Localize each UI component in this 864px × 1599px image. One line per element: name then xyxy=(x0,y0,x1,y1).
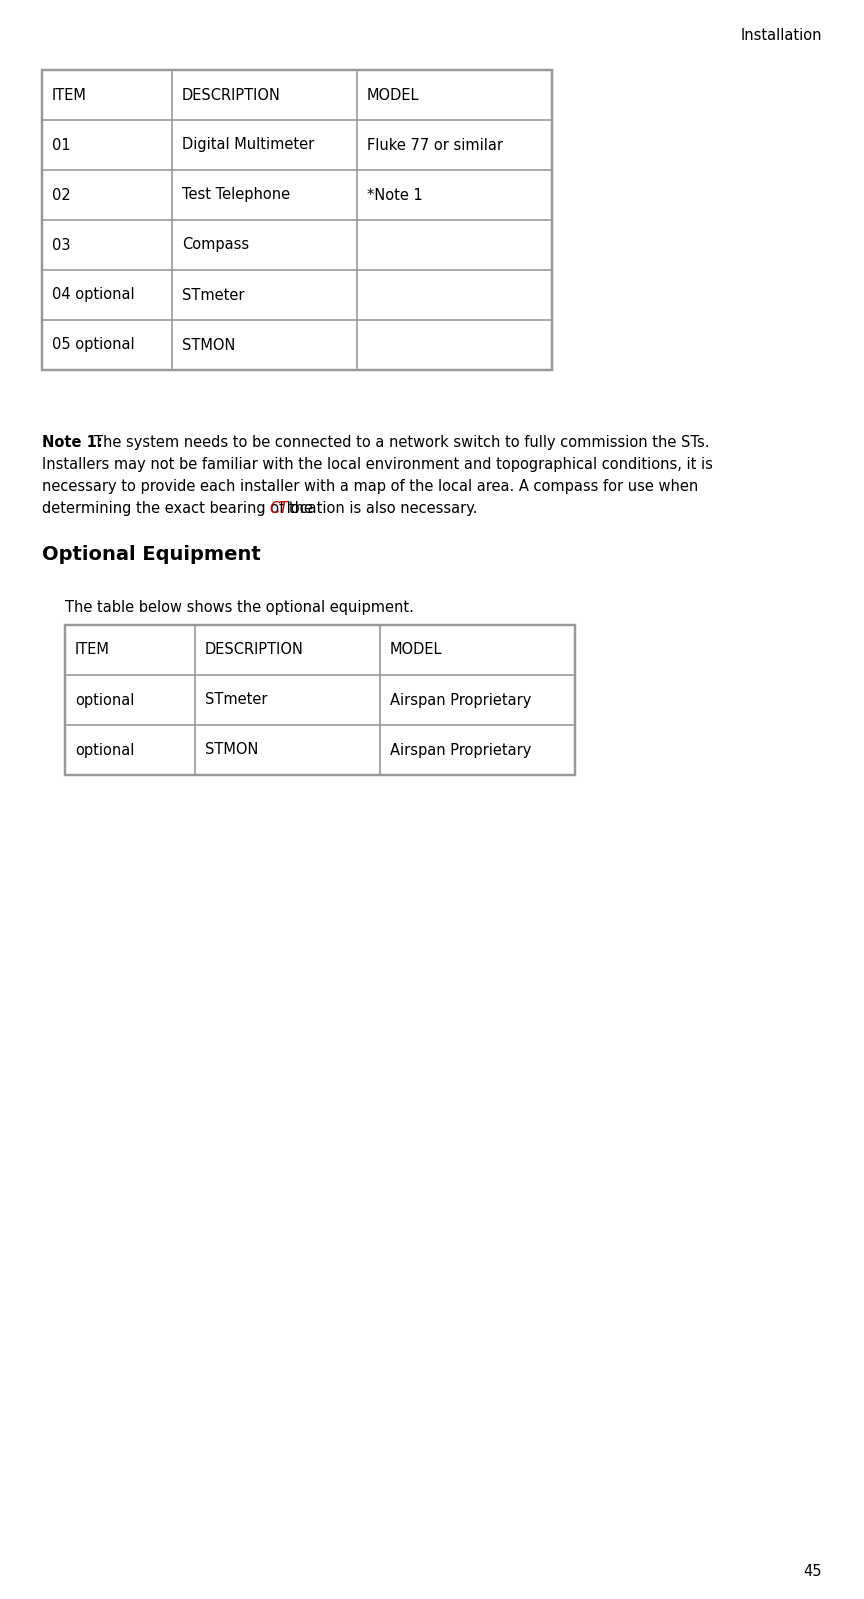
Text: Installers may not be familiar with the local environment and topographical cond: Installers may not be familiar with the … xyxy=(42,457,713,472)
Text: Airspan Proprietary: Airspan Proprietary xyxy=(390,692,531,707)
Text: *Note 1: *Note 1 xyxy=(367,187,422,203)
Text: Airspan Proprietary: Airspan Proprietary xyxy=(390,742,531,758)
Text: optional: optional xyxy=(75,692,135,707)
Text: STmeter: STmeter xyxy=(182,288,245,302)
Text: optional: optional xyxy=(75,742,135,758)
Text: Compass: Compass xyxy=(182,238,249,253)
Text: MODEL: MODEL xyxy=(367,88,420,102)
Text: The table below shows the optional equipment.: The table below shows the optional equip… xyxy=(65,600,414,616)
Text: determining the exact bearing of the: determining the exact bearing of the xyxy=(42,500,318,516)
Text: location is also necessary.: location is also necessary. xyxy=(282,500,477,516)
Text: ITEM: ITEM xyxy=(52,88,87,102)
Text: 03: 03 xyxy=(52,238,71,253)
Text: The system needs to be connected to a network switch to fully commission the STs: The system needs to be connected to a ne… xyxy=(93,435,709,449)
Text: necessary to provide each installer with a map of the local area. A compass for : necessary to provide each installer with… xyxy=(42,480,698,494)
Text: Installation: Installation xyxy=(740,29,822,43)
Bar xyxy=(42,70,552,369)
Text: Note 1:: Note 1: xyxy=(42,435,108,449)
Text: 02: 02 xyxy=(52,187,71,203)
Text: 04 optional: 04 optional xyxy=(52,288,135,302)
Text: DESCRIPTION: DESCRIPTION xyxy=(182,88,281,102)
Text: STMON: STMON xyxy=(205,742,258,758)
Text: STmeter: STmeter xyxy=(205,692,268,707)
Bar xyxy=(65,625,575,776)
Text: DESCRIPTION: DESCRIPTION xyxy=(205,643,304,657)
Text: STMON: STMON xyxy=(182,337,235,352)
Text: Optional Equipment: Optional Equipment xyxy=(42,545,261,564)
Text: Fluke 77 or similar: Fluke 77 or similar xyxy=(367,138,503,152)
Text: Digital Multimeter: Digital Multimeter xyxy=(182,138,314,152)
Text: Test Telephone: Test Telephone xyxy=(182,187,290,203)
Text: CT: CT xyxy=(270,500,289,516)
Text: 05 optional: 05 optional xyxy=(52,337,135,352)
Text: 45: 45 xyxy=(804,1564,822,1578)
Text: 01: 01 xyxy=(52,138,71,152)
Text: MODEL: MODEL xyxy=(390,643,442,657)
Text: ITEM: ITEM xyxy=(75,643,110,657)
